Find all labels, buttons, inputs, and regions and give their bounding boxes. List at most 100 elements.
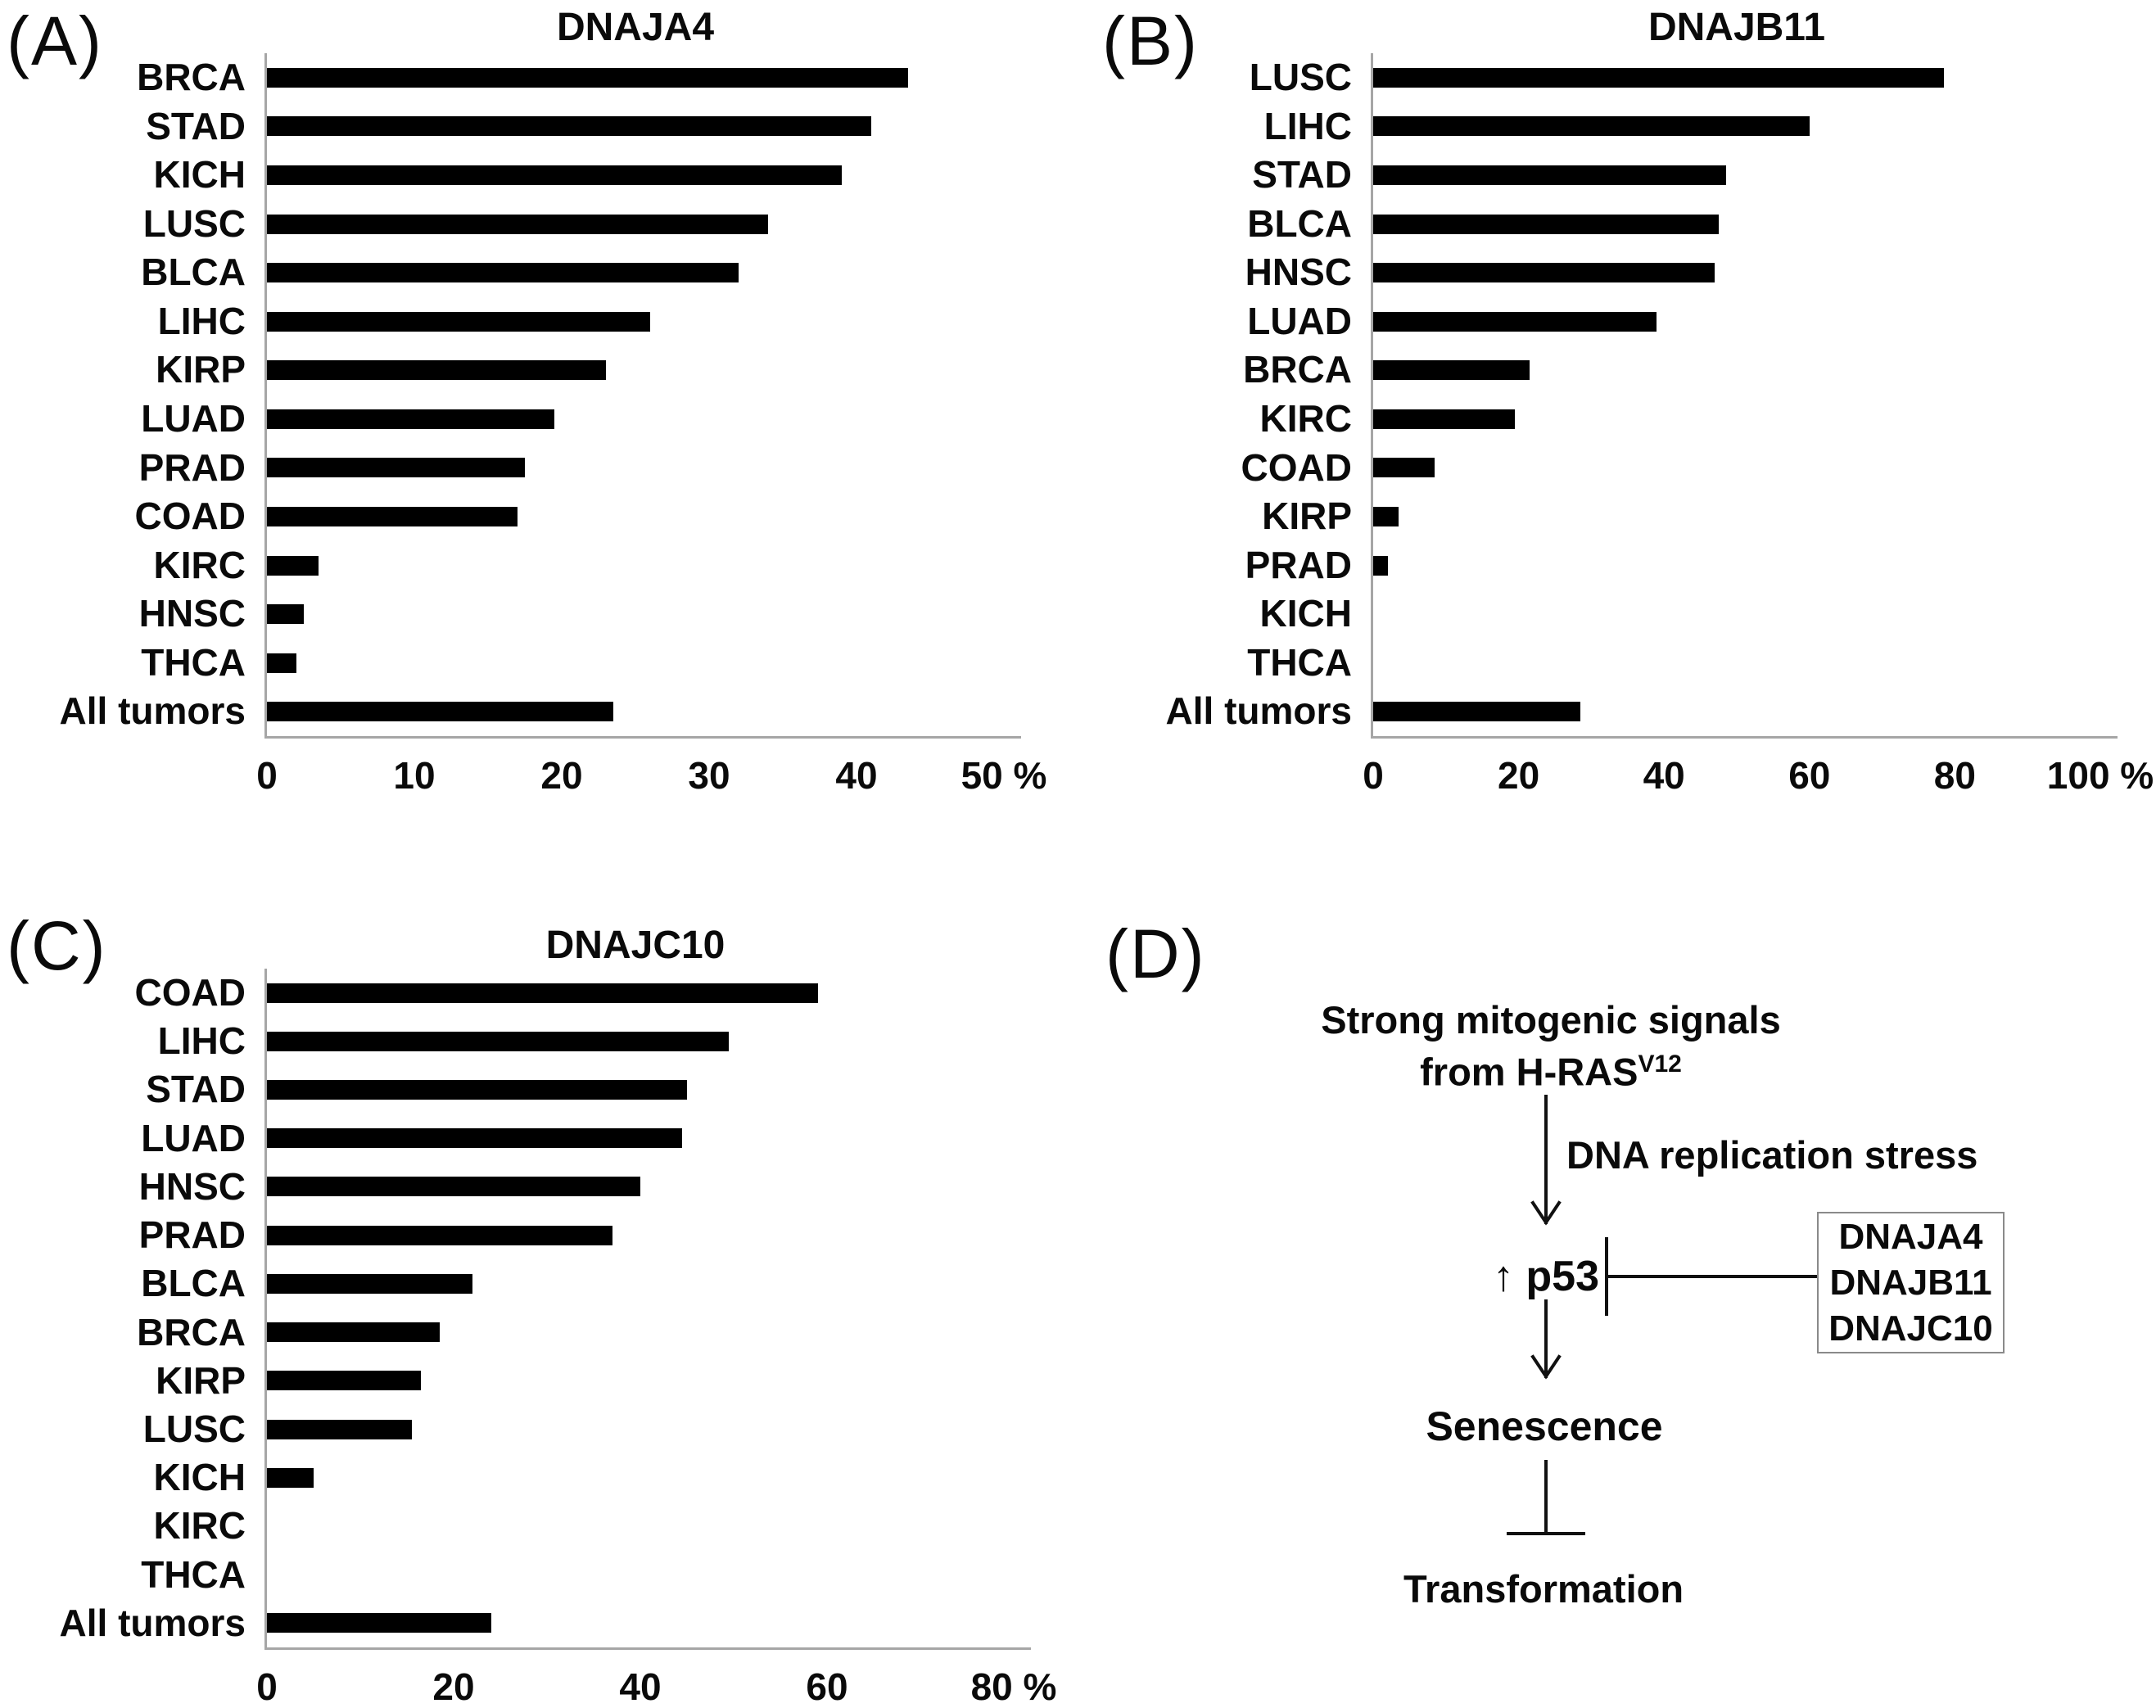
- bar: [267, 1031, 729, 1051]
- chart-title: DNAJC10: [545, 924, 725, 967]
- bar: [267, 506, 518, 526]
- bar: [267, 1177, 640, 1197]
- x-axis-line: [264, 1647, 1031, 1650]
- arrow-signals-to-p53-head: [1530, 1200, 1562, 1226]
- panel-letter: (B): [1102, 2, 1199, 79]
- x-tick-label: 0: [256, 1665, 278, 1708]
- category-label: HNSC: [138, 1164, 246, 1208]
- bar: [267, 653, 296, 673]
- x-tick-label: 0: [1363, 754, 1384, 797]
- bar: [1373, 702, 1580, 722]
- panel-letter: (A): [7, 2, 103, 79]
- bar: [267, 1322, 440, 1343]
- bar: [267, 1225, 612, 1245]
- category-label: BLCA: [141, 1262, 246, 1305]
- bar: [267, 67, 908, 88]
- x-tick-label: 0: [256, 754, 278, 797]
- panel-b-bar-chart: (B) DNAJB11 LUSC LIHC STAD BLCA HNSC LUAD BRCA…: [1078, 0, 2156, 854]
- panel-letter: (D): [1105, 915, 1206, 992]
- gene-label-dnaja4: DNAJA4: [1838, 1216, 1983, 1257]
- bar: [267, 116, 871, 137]
- category-label: KIRC: [1259, 397, 1352, 440]
- mitogenic-signals-label: Strong mitogenic signals from H-RASV12: [1289, 998, 1813, 1095]
- bar: [1373, 67, 1944, 88]
- category-label: STAD: [146, 1068, 246, 1111]
- x-tick-label: 30: [688, 754, 730, 797]
- category-label: PRAD: [138, 1213, 246, 1257]
- bar: [267, 214, 768, 234]
- bar: [267, 1371, 421, 1391]
- transformation-label: Transformation: [1403, 1567, 1684, 1611]
- p53-node: ↑ p53: [1423, 1252, 1669, 1301]
- category-label: THCA: [141, 1552, 246, 1596]
- category-label: LUAD: [141, 397, 246, 440]
- x-tick-label: 20: [540, 754, 583, 797]
- bar: [267, 1467, 314, 1488]
- category-label: KICH: [1259, 592, 1352, 635]
- x-tick-label: 40: [835, 754, 878, 797]
- category-label: LUSC: [142, 1407, 246, 1450]
- category-label: BRCA: [1243, 348, 1352, 391]
- bar: [267, 458, 525, 478]
- x-axis-line: [264, 736, 1021, 739]
- category-label: PRAD: [1245, 543, 1352, 586]
- category-label: COAD: [134, 495, 246, 538]
- category-label: LUSC: [142, 201, 246, 245]
- category-label: THCA: [1247, 640, 1352, 684]
- category-label: BLCA: [141, 251, 246, 294]
- category-label: LUAD: [1247, 299, 1352, 342]
- up-arrow-glyph: ↑: [1492, 1253, 1514, 1300]
- x-tick-label: 10: [393, 754, 436, 797]
- senescence-label: Senescence: [1426, 1403, 1663, 1449]
- hras-superscript: V12: [1638, 1051, 1682, 1078]
- bar: [267, 983, 818, 1003]
- mitogenic-signals-line2: from H-RASV12: [1420, 1050, 1682, 1094]
- category-label: LIHC: [157, 299, 246, 342]
- category-label: All tumors: [59, 1601, 246, 1644]
- bar: [1373, 506, 1399, 526]
- bar: [267, 311, 650, 332]
- category-label: LIHC: [1263, 104, 1352, 147]
- bar: [267, 1080, 687, 1100]
- pathway-connectors: [1507, 1095, 1819, 1535]
- bar: [267, 263, 739, 283]
- bar: [1373, 214, 1719, 234]
- x-tick-label: 100 %: [2046, 754, 2154, 797]
- chart-title: DNAJB11: [1648, 6, 1826, 49]
- category-label: All tumors: [1165, 689, 1352, 733]
- category-label: STAD: [1252, 153, 1352, 197]
- x-tick-label: 80: [1933, 754, 1976, 797]
- y-axis-line: [264, 53, 267, 736]
- bar: [267, 409, 554, 429]
- gene-label-dnajb11: DNAJB11: [1829, 1262, 1992, 1303]
- bar: [1373, 409, 1515, 429]
- category-label: KIRP: [156, 348, 246, 391]
- bar: [267, 165, 842, 185]
- p53-label: p53: [1525, 1253, 1600, 1300]
- category-label: COAD: [1241, 445, 1352, 489]
- category-label: LUAD: [141, 1116, 246, 1159]
- dna-replication-stress-label: DNA replication stress: [1566, 1133, 1978, 1177]
- y-axis-line: [1371, 53, 1373, 736]
- bar: [267, 360, 606, 381]
- category-label: BRCA: [137, 56, 246, 98]
- category-label: KICH: [153, 1456, 246, 1499]
- y-axis-line: [264, 969, 267, 1647]
- bar: [1373, 555, 1388, 576]
- x-tick-label: 20: [1498, 754, 1540, 797]
- bar: [1373, 165, 1726, 185]
- x-tick-label: 80 %: [970, 1665, 1057, 1708]
- category-label: HNSC: [138, 592, 246, 635]
- bar: [267, 555, 319, 576]
- category-label: BRCA: [137, 1310, 246, 1353]
- category-label: KIRP: [1262, 495, 1352, 538]
- panel-a-bar-chart: (A) DNAJA4 BRCA STAD KICH LUSC BLCA LIHC KIRP L…: [0, 0, 1078, 854]
- category-label: LIHC: [157, 1019, 246, 1063]
- category-label: STAD: [146, 104, 246, 147]
- x-tick-label: 20: [432, 1665, 475, 1708]
- dnaj-genes-box: DNAJA4 DNAJB11 DNAJC10: [1817, 1212, 2005, 1353]
- category-label: THCA: [141, 640, 246, 684]
- x-tick-label: 50 %: [960, 754, 1047, 797]
- category-label: All tumors: [59, 689, 246, 733]
